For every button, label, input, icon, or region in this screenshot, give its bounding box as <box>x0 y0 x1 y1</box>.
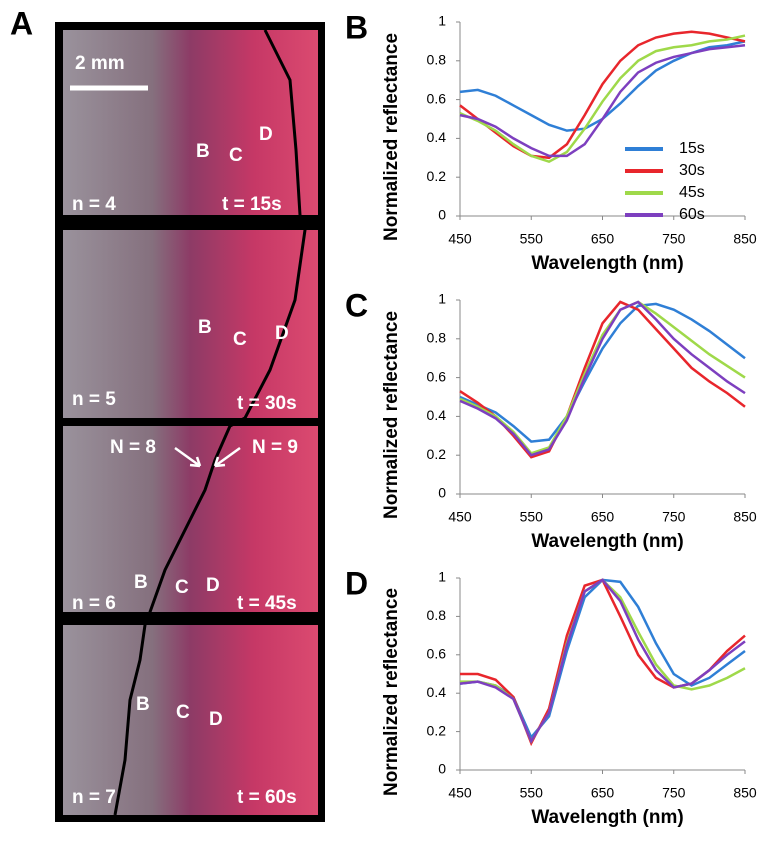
panel-label: B <box>345 9 368 45</box>
legend-label: 30s <box>679 162 705 179</box>
y-tick-label: 0 <box>438 485 446 501</box>
y-tick-label: 1 <box>438 291 446 307</box>
y-tick-label: 0.4 <box>427 129 447 145</box>
x-tick-label: 750 <box>662 509 686 525</box>
y-tick-label: 0 <box>438 761 446 777</box>
n-label: n = 7 <box>72 787 116 808</box>
series-line <box>459 300 746 457</box>
y-tick-label: 0.4 <box>427 684 447 700</box>
y-tick-label: 1 <box>438 569 446 585</box>
y-tick-label: 0.2 <box>427 722 447 738</box>
zone-label: B <box>198 317 212 338</box>
x-tick-label: 850 <box>733 509 757 525</box>
series-line <box>459 302 746 443</box>
x-axis-title: Wavelength (nm) <box>531 253 683 274</box>
zone-label: D <box>209 709 223 730</box>
scale-label: 2 mm <box>75 53 125 74</box>
x-tick-label: 550 <box>520 509 544 525</box>
zone-label: C <box>175 577 189 598</box>
y-tick-label: 0.6 <box>427 646 447 662</box>
x-tick-label: 650 <box>591 785 615 801</box>
y-tick-label: 0 <box>438 207 446 223</box>
x-tick-label: 650 <box>591 231 615 247</box>
y-axis-title: Normalized reflectance <box>381 33 402 241</box>
zone-label: B <box>196 141 210 162</box>
zone-label: C <box>233 329 247 350</box>
time-label: t = 60s <box>237 787 297 808</box>
arrow <box>174 446 241 468</box>
y-tick-label: 0.4 <box>427 407 447 423</box>
y-tick-label: 0.8 <box>427 52 447 68</box>
x-tick-label: 750 <box>662 231 686 247</box>
series-line <box>459 578 746 740</box>
zone-label: B <box>136 694 150 715</box>
photo <box>63 230 318 418</box>
legend-label: 15s <box>679 140 705 157</box>
y-tick-label: 0.8 <box>427 607 447 623</box>
n-label: n = 4 <box>72 194 116 215</box>
x-tick-label: 450 <box>448 509 472 525</box>
x-tick-label: 650 <box>591 509 615 525</box>
time-label: t = 30s <box>237 393 297 414</box>
zone-label: D <box>275 323 289 344</box>
panel-label: D <box>345 565 368 601</box>
panel-label: A <box>10 5 33 41</box>
x-axis-title: Wavelength (nm) <box>531 531 683 552</box>
series-line <box>459 44 746 158</box>
x-tick-label: 450 <box>448 231 472 247</box>
time-label: t = 15s <box>222 194 282 215</box>
legend-label: 60s <box>679 206 705 223</box>
y-tick-label: 0.6 <box>427 90 447 106</box>
series-line <box>460 578 746 747</box>
series-line <box>460 578 746 744</box>
x-tick-label: 850 <box>733 785 757 801</box>
series-line <box>459 34 746 164</box>
series-line <box>459 300 746 455</box>
n-label: n = 5 <box>72 389 116 410</box>
zone-label: B <box>134 572 148 593</box>
zone-label: D <box>206 575 220 596</box>
y-tick-label: 0.2 <box>427 168 447 184</box>
photo <box>63 30 318 215</box>
y-tick-label: 0.8 <box>427 330 447 346</box>
legend-label: 45s <box>679 184 705 201</box>
zone-label: D <box>259 124 273 145</box>
photo <box>63 625 318 815</box>
zone-label: C <box>176 702 190 723</box>
n-label: n = 6 <box>72 593 116 614</box>
x-tick-label: 550 <box>520 785 544 801</box>
series-line <box>459 30 746 160</box>
panel-label: C <box>345 287 368 323</box>
boundary-line <box>113 29 307 816</box>
arrow-label: N = 8 <box>110 437 156 458</box>
y-axis-title: Normalized reflectance <box>381 588 402 796</box>
zone-label: C <box>229 145 243 166</box>
y-tick-label: 0.6 <box>427 368 447 384</box>
series-line <box>459 578 746 744</box>
x-tick-label: 750 <box>662 785 686 801</box>
x-tick-label: 850 <box>733 231 757 247</box>
x-tick-label: 450 <box>448 785 472 801</box>
x-tick-label: 550 <box>520 231 544 247</box>
y-tick-label: 1 <box>438 13 446 29</box>
y-tick-label: 0.2 <box>427 446 447 462</box>
arrow-label: N = 9 <box>252 437 298 458</box>
y-axis-title: Normalized reflectance <box>381 311 402 519</box>
x-axis-title: Wavelength (nm) <box>531 807 683 828</box>
time-label: t = 45s <box>237 593 297 614</box>
